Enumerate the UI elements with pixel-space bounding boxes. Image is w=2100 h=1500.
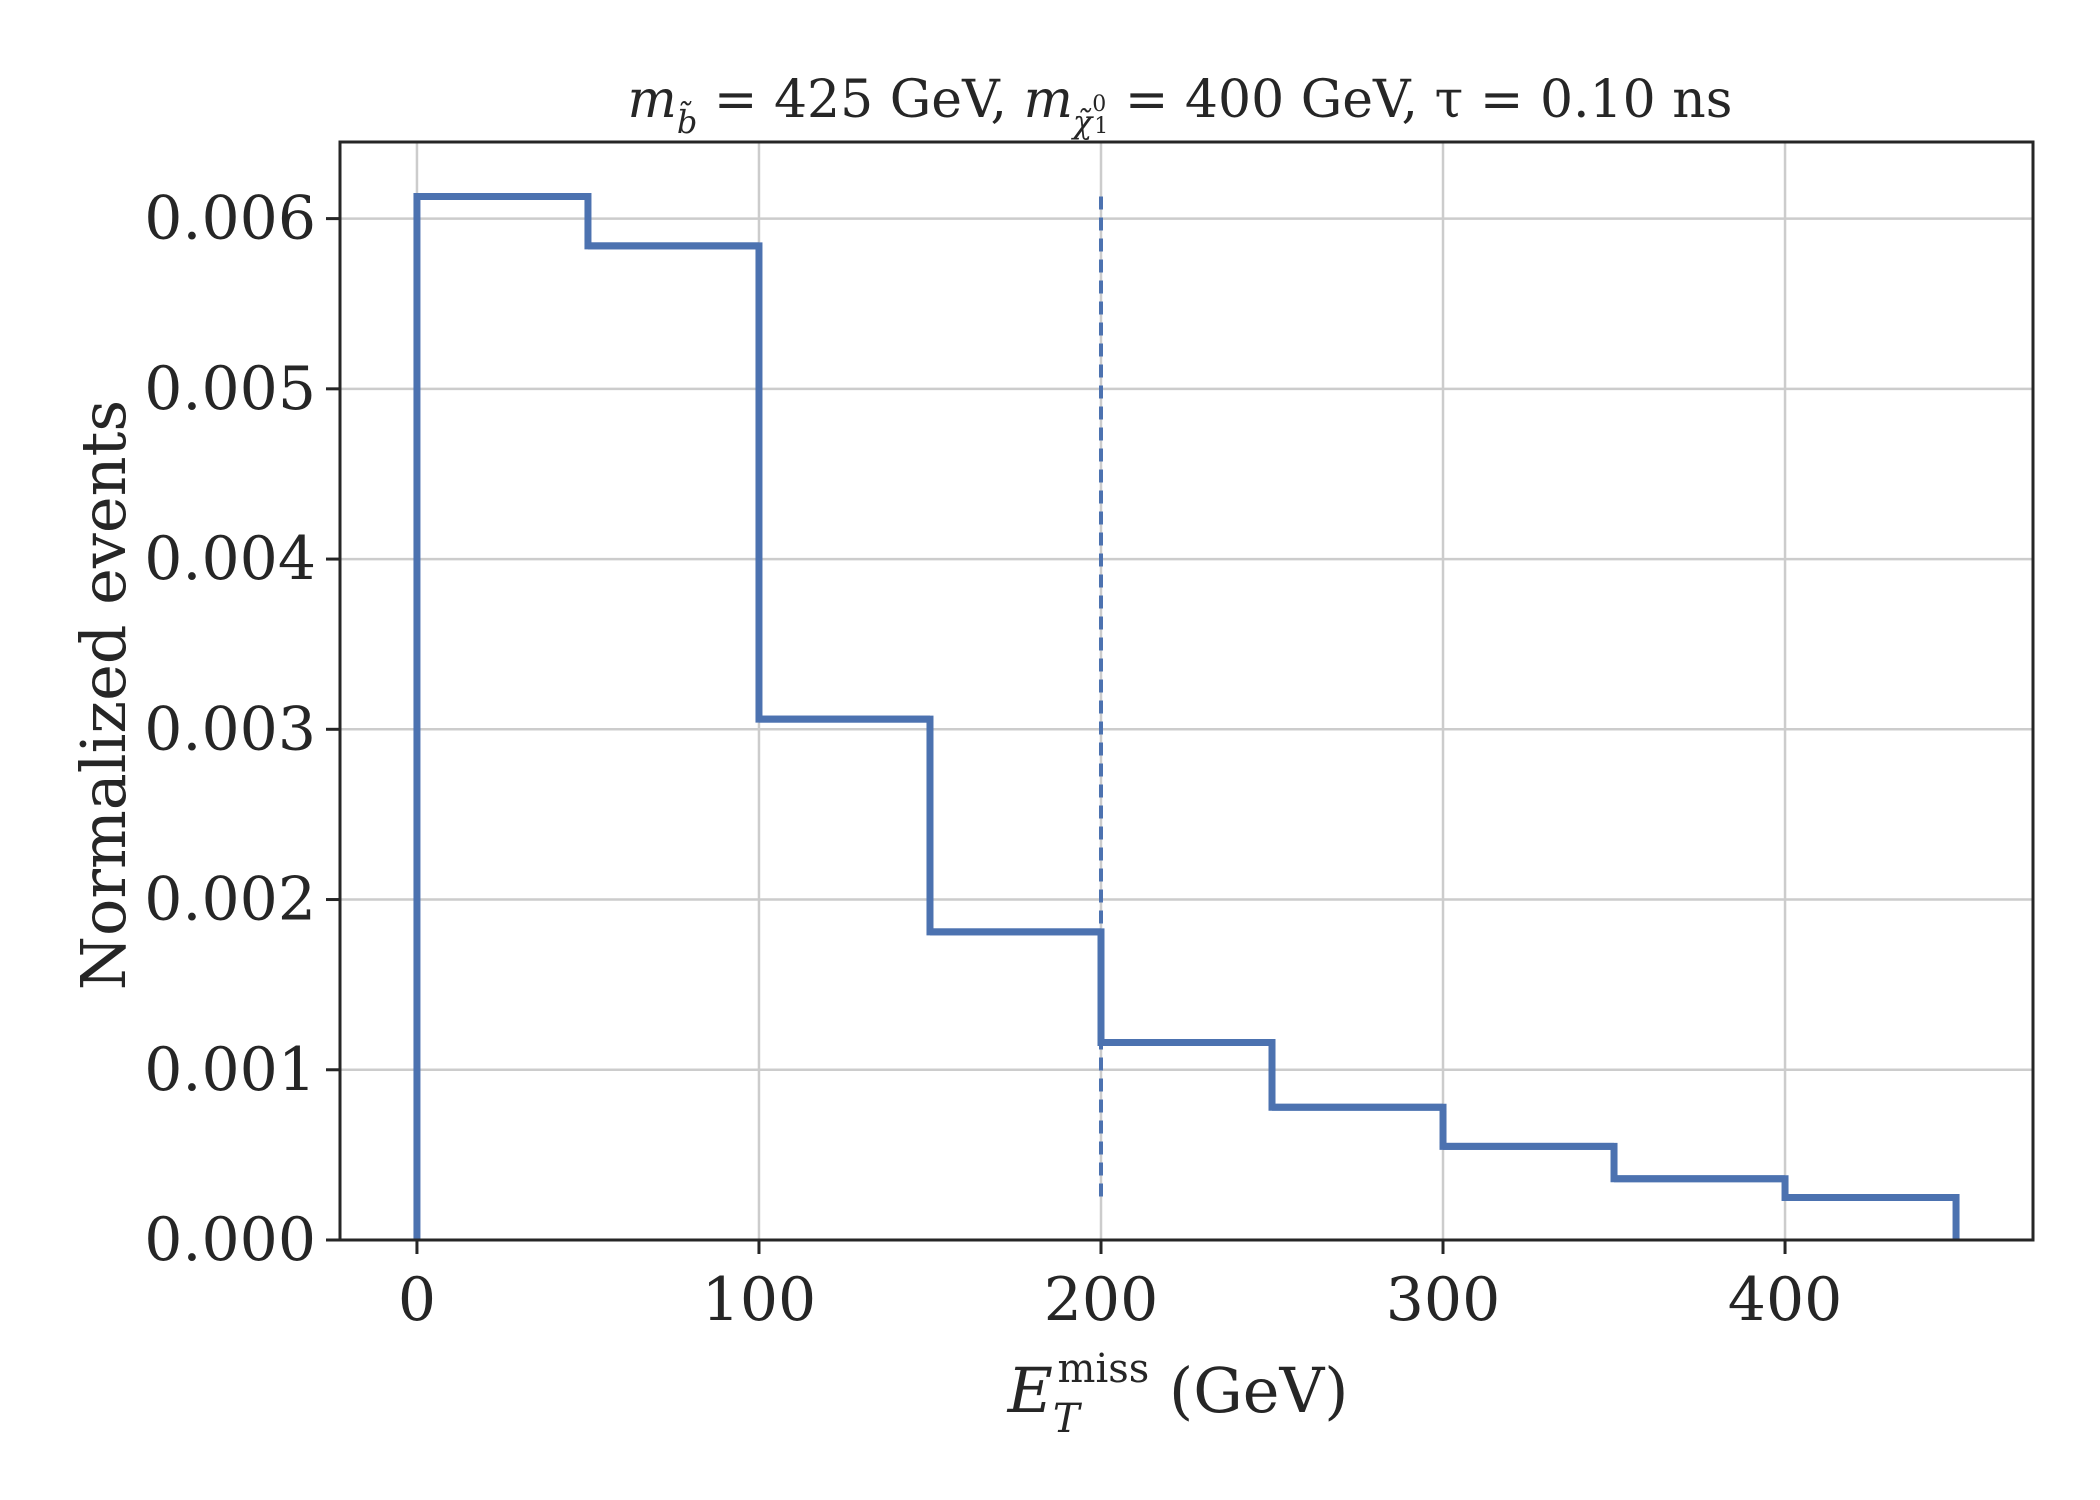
plot-frame <box>338 140 2035 1242</box>
grid-lines <box>340 142 2033 1242</box>
y-axis-label: Normalized events <box>67 400 140 990</box>
x-tick-label: 400 <box>1728 1265 1843 1335</box>
y-ticks: 0.000 0.001 0.002 0.003 0.004 0.005 0.006 <box>144 184 340 1275</box>
x-tick-label: 300 <box>1386 1265 1501 1335</box>
x-tick-label: 0 <box>398 1265 436 1335</box>
y-tick-label: 0.006 <box>144 184 316 254</box>
histogram-layer <box>413 192 1960 1240</box>
y-tick-label: 0.005 <box>144 354 316 424</box>
y-tick-label: 0.002 <box>144 865 316 935</box>
x-tick-label: 200 <box>1044 1265 1159 1335</box>
x-tick-label: 100 <box>702 1265 817 1335</box>
x-axis-label: ETmiss (GeV) <box>1007 1346 1349 1442</box>
y-tick-label: 0.004 <box>144 524 316 594</box>
y-tick-label: 0.001 <box>144 1035 316 1105</box>
y-tick-label: 0.000 <box>144 1205 316 1275</box>
histogram-outline <box>413 192 1960 1240</box>
x-ticks: 0 100 200 300 400 <box>398 1240 1842 1335</box>
y-tick-label: 0.003 <box>144 694 316 764</box>
chart-title: mb̃ = 425 GeV, mχ̃0 1 = 400 GeV, τ = 0.10… <box>628 70 1733 141</box>
